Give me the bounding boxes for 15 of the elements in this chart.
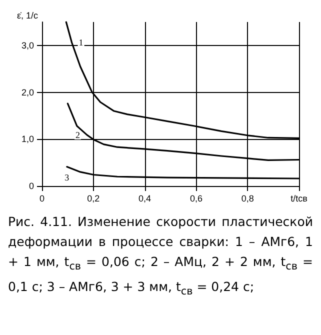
x-tick-label: 0 bbox=[39, 194, 45, 204]
series-label: 1 bbox=[78, 38, 84, 48]
x-tick-label: 0,6 bbox=[190, 194, 202, 204]
y-tick-label: 0 bbox=[28, 181, 34, 191]
series-label: 3 bbox=[64, 172, 70, 182]
y-tick-label: 1,0 bbox=[21, 134, 34, 144]
y-tick-label: 3,0 bbox=[21, 40, 34, 50]
y-tick-label: 2,0 bbox=[21, 87, 34, 98]
series-label: 2 bbox=[75, 130, 80, 140]
x-tick-label: 0,8 bbox=[241, 194, 254, 204]
y-axis-title: ε̇, 1/с bbox=[16, 10, 38, 20]
x-tick-label: t/tсв bbox=[290, 194, 308, 204]
text: Рис. 4.11. Изменение скорости пластической деформации в процессе сварки: 1 – АМг6, 1 + 1 мм, t$_{св}$ = 0,06 с; 2 – АМц, 2 + 2 мм, t$_{св}$ = 0,1 с; 3 – АМг6, 3 + 3 мм, t$_{св}$ = 0,24 с; bbox=[8, 214, 313, 297]
x-tick-label: 0,2 bbox=[87, 194, 100, 204]
x-tick-label: 0,4 bbox=[138, 194, 152, 204]
